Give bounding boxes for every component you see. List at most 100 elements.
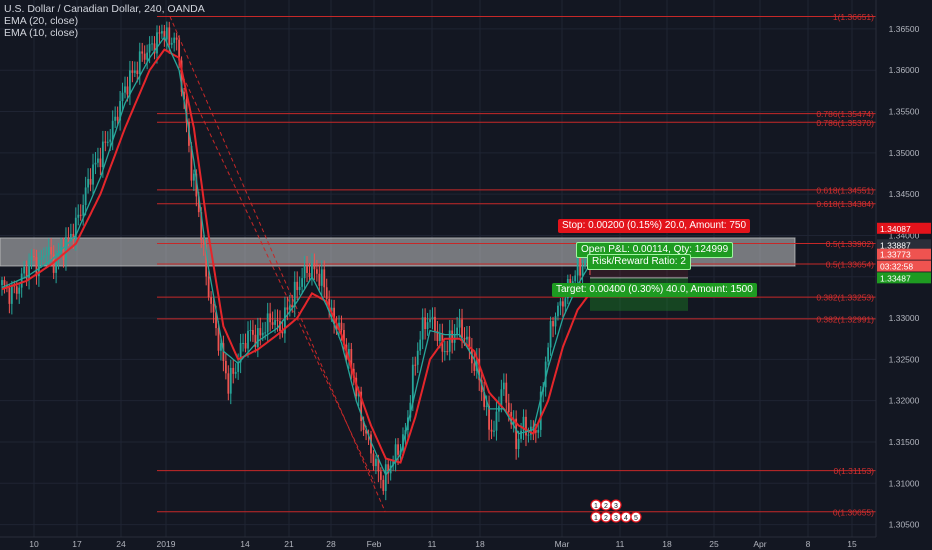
candle-body bbox=[175, 37, 178, 40]
candle-body bbox=[411, 364, 414, 403]
candle-body bbox=[50, 246, 53, 255]
candle-body bbox=[424, 317, 427, 330]
indicator-ema10[interactable]: EMA (10, close) bbox=[4, 27, 79, 39]
candle-body bbox=[109, 139, 112, 142]
price-tag bbox=[877, 222, 931, 234]
candle-body bbox=[387, 464, 390, 474]
candle-body bbox=[74, 217, 77, 241]
candle-body bbox=[574, 275, 577, 282]
candle-body bbox=[131, 70, 134, 73]
candle-body bbox=[384, 464, 387, 491]
fib-label: 0.786(1.35474) bbox=[816, 109, 874, 119]
candle-body bbox=[436, 330, 439, 342]
price-tag-text: 1.33487 bbox=[880, 273, 911, 283]
time-tick-label: 18 bbox=[662, 539, 672, 549]
time-tick-label: 21 bbox=[284, 539, 294, 549]
time-tick-label: Apr bbox=[753, 539, 766, 549]
candle-body bbox=[515, 418, 518, 450]
price-tag-text: 1.33773 bbox=[880, 250, 911, 260]
candle-body bbox=[335, 323, 338, 331]
risk-reward-label[interactable]: Risk/Reward Ratio: 2 bbox=[587, 254, 691, 270]
price-tick-label: 1.31500 bbox=[889, 437, 920, 447]
time-tick-label: 14 bbox=[240, 539, 250, 549]
candle-body bbox=[343, 329, 345, 345]
fib-label: 0.5(1.33902) bbox=[826, 239, 874, 249]
candle-body bbox=[30, 255, 33, 260]
candle-body bbox=[114, 116, 117, 121]
candle-body bbox=[534, 430, 537, 433]
candle-body bbox=[57, 252, 60, 260]
price-tick-label: 1.32000 bbox=[889, 396, 920, 406]
candle-body bbox=[247, 330, 249, 349]
candle-body bbox=[234, 371, 237, 374]
candle-body bbox=[379, 471, 382, 480]
candle-body bbox=[84, 187, 87, 206]
candle-body bbox=[488, 405, 490, 430]
candle-body bbox=[291, 305, 294, 307]
candle-body bbox=[207, 276, 210, 298]
candle-body bbox=[429, 319, 431, 323]
fib-label: 1(1.36651) bbox=[833, 12, 874, 22]
candle-body bbox=[561, 301, 564, 307]
candle-body bbox=[266, 313, 269, 333]
candle-body bbox=[409, 402, 412, 418]
event-marker-text: 3 bbox=[614, 515, 618, 522]
candle-body bbox=[205, 245, 208, 277]
event-marker-text: 2 bbox=[604, 515, 608, 522]
time-axis-bg bbox=[0, 537, 932, 550]
fib-label: 0.382(1.33253) bbox=[816, 293, 874, 303]
price-tick-label: 1.32500 bbox=[889, 354, 920, 364]
price-tag bbox=[877, 272, 931, 284]
candle-body bbox=[92, 164, 94, 185]
time-tick-label: 11 bbox=[428, 539, 437, 549]
candle-body bbox=[525, 416, 527, 436]
fib-label: 0.786(1.35370) bbox=[816, 118, 874, 128]
candle-body bbox=[65, 237, 67, 261]
candle-body bbox=[146, 52, 149, 60]
candle-body bbox=[323, 269, 326, 288]
candle-body bbox=[382, 479, 385, 491]
candle-body bbox=[475, 358, 478, 371]
candle-body bbox=[259, 328, 262, 336]
price-tick-label: 1.33000 bbox=[889, 313, 920, 323]
candle-body bbox=[18, 287, 21, 294]
indicator-ema20[interactable]: EMA (20, close) bbox=[4, 15, 79, 27]
candle-body bbox=[227, 373, 230, 394]
time-tick-label: Feb bbox=[367, 539, 382, 549]
candle-body bbox=[505, 382, 508, 403]
target-label[interactable]: Target: 0.00400 (0.30%) 40.0, Amount: 15… bbox=[552, 283, 757, 297]
candle-body bbox=[397, 444, 399, 455]
candle-body bbox=[178, 39, 181, 61]
candle-body bbox=[183, 91, 185, 100]
candle-body bbox=[161, 31, 163, 34]
candle-body bbox=[165, 27, 168, 40]
candle-body bbox=[544, 361, 547, 388]
legend: U.S. Dollar / Canadian Dollar, 240, OAND… bbox=[4, 3, 205, 39]
fib-trend-line bbox=[169, 16, 386, 512]
candle-body bbox=[40, 257, 43, 260]
candle-body bbox=[559, 301, 562, 306]
candle-body bbox=[308, 272, 311, 277]
candle-body bbox=[389, 465, 392, 474]
candle-body bbox=[512, 418, 515, 425]
candle-body bbox=[42, 255, 45, 258]
candle-body bbox=[242, 342, 244, 344]
fib-label: 0.618(1.34384) bbox=[816, 199, 874, 209]
price-tick-label: 1.31000 bbox=[889, 478, 920, 488]
candle-body bbox=[296, 281, 299, 291]
candle-body bbox=[67, 237, 70, 239]
candle-body bbox=[431, 316, 434, 320]
candle-body bbox=[284, 307, 286, 334]
candle-body bbox=[35, 257, 38, 277]
candle-body bbox=[372, 453, 375, 467]
stop-label[interactable]: Stop: 0.00200 (0.15%) 20.0, Amount: 750 bbox=[558, 219, 751, 233]
symbol-title[interactable]: U.S. Dollar / Canadian Dollar, 240, OAND… bbox=[4, 3, 205, 15]
candle-body bbox=[212, 303, 215, 313]
fib-label: 0(1.31153) bbox=[834, 466, 875, 476]
candle-body bbox=[357, 391, 360, 397]
price-tag bbox=[877, 248, 931, 260]
candle-body bbox=[215, 312, 217, 329]
candle-body bbox=[414, 364, 417, 366]
